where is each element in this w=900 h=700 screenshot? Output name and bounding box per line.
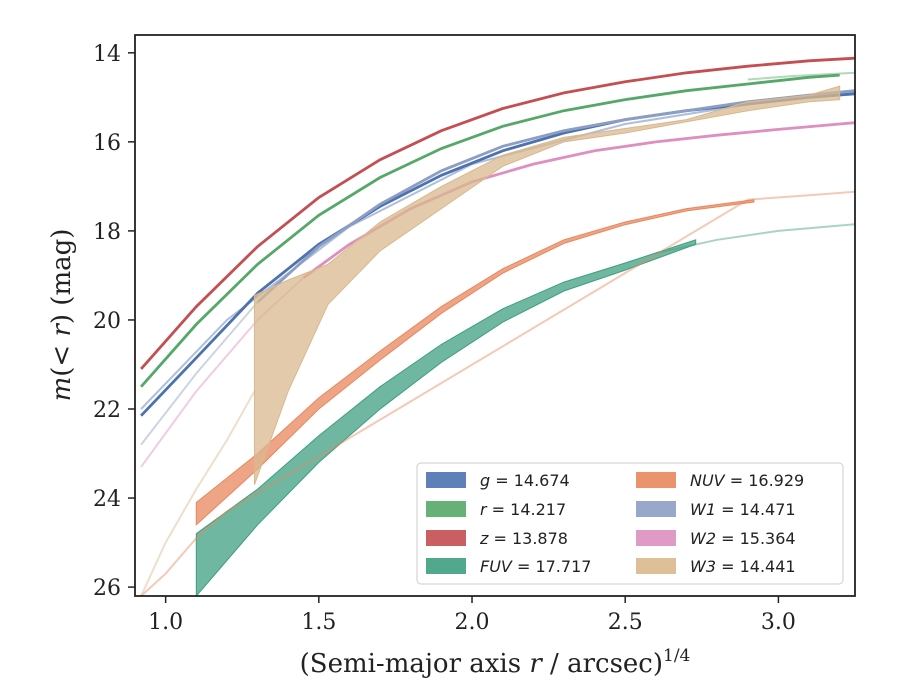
legend-swatch-NUV	[636, 472, 676, 488]
series-r-faint-line	[747, 71, 855, 81]
legend-label-W3: W3 = 14.441	[690, 557, 796, 576]
series-W1-faint-line	[140, 301, 259, 446]
legend-label-r: r = 14.217	[480, 500, 566, 519]
legend-swatch-z	[426, 530, 466, 546]
legend-label-W1: W1 = 14.471	[690, 500, 796, 519]
series-W3-band	[254, 85, 841, 485]
legend: g = 14.674 r = 14.217 z = 13.878 FUV = 17.7…	[416, 462, 844, 585]
series-FUV-band	[195, 239, 697, 596]
legend-label-FUV: FUV = 17.717	[480, 557, 591, 576]
x-tick-label: 1.5	[301, 610, 336, 635]
x-tick-label: 2.5	[608, 610, 643, 635]
plot-frame	[134, 34, 856, 597]
legend-label-W2: W2 = 15.364	[690, 529, 796, 548]
legend-label-g: g = 14.674	[480, 471, 570, 490]
y-tick-label: 14	[93, 42, 121, 67]
legend-label-z: z = 13.878	[479, 529, 568, 548]
x-tick-label: 2.0	[455, 610, 490, 635]
y-tick-label: 22	[93, 398, 121, 423]
legend-swatch-r	[426, 501, 466, 517]
x-tick-label: 3.0	[761, 610, 796, 635]
y-tick-label: 20	[93, 309, 121, 334]
legend-swatch-g	[426, 472, 466, 488]
series-W3-faint-line	[140, 390, 256, 596]
series-z-line	[140, 56, 855, 370]
legend-swatch-W2	[636, 530, 676, 546]
legend-swatch-W1	[636, 501, 676, 517]
y-tick-label: 18	[93, 220, 121, 245]
legend-label-NUV: NUV = 16.929	[690, 471, 804, 490]
series-NUV-faint-line	[140, 190, 855, 596]
legend-frame	[416, 462, 844, 585]
legend-swatch-FUV	[426, 558, 466, 574]
series-r-line	[140, 73, 840, 388]
y-tick-label: 16	[93, 131, 121, 156]
legend-swatch-W3	[636, 558, 676, 574]
y-tick-label: 24	[93, 487, 121, 512]
series-layer	[140, 56, 855, 596]
y-axis-label: m(< r) (mag)	[47, 229, 77, 402]
x-axis-label: (Semi-major axis r / arcsec)1/4	[300, 646, 691, 679]
x-tick-label: 1.0	[148, 610, 183, 635]
series-NUV-band	[195, 199, 755, 526]
y-tick-label: 26	[93, 576, 121, 601]
tick-layer: 1.0 1.5 2.0 2.5 3.0 14 16 18 20 22 24 26	[93, 42, 796, 635]
